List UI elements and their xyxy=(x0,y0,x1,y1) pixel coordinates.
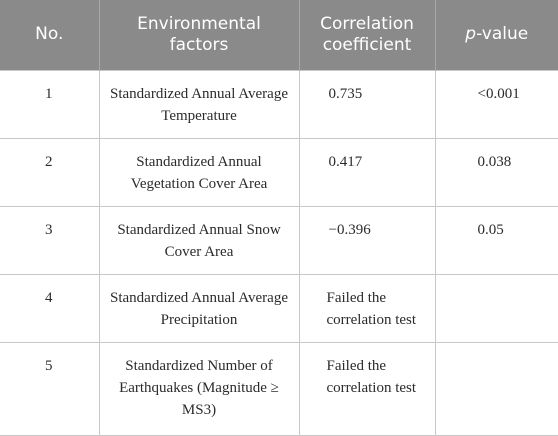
header-correlation-coefficient: Correlation coefficient xyxy=(299,0,436,70)
environmental-factor: Standardized Annual Average Temperature xyxy=(98,69,300,139)
header-environmental-factors: Environmental factors xyxy=(99,0,300,70)
row-number: 5 xyxy=(0,341,100,436)
table-row: 3 Standardized Annual Snow Cover Area −0… xyxy=(0,205,558,275)
p-value: 0.038 xyxy=(434,137,558,207)
row-number: 4 xyxy=(0,273,100,343)
table-body: 1 Standardized Annual Average Temperatur… xyxy=(0,69,558,436)
table-header: No. Environmental factors Correlation co… xyxy=(0,0,558,70)
table-row: 5 Standardized Number of Earthquakes (Ma… xyxy=(0,341,558,436)
environmental-factor: Standardized Annual Average Precipitatio… xyxy=(98,273,300,343)
table-row: 2 Standardized Annual Vegetation Cover A… xyxy=(0,137,558,207)
p-value: <0.001 xyxy=(434,69,558,139)
header-row: No. Environmental factors Correlation co… xyxy=(0,0,558,70)
header-p-value: p-value xyxy=(435,0,558,70)
environmental-factor: Standardized Annual Vegetation Cover Are… xyxy=(98,137,300,207)
correlation-coefficient: Failed the correlation test xyxy=(298,273,436,343)
correlation-coefficient: −0.396 xyxy=(298,205,436,275)
environmental-factor: Standardized Annual Snow Cover Area xyxy=(98,205,300,275)
correlation-coefficient: Failed the correlation test xyxy=(298,341,436,436)
correlation-coefficient: 0.735 xyxy=(298,69,436,139)
p-value xyxy=(434,341,558,436)
row-number: 1 xyxy=(0,69,100,139)
table-row: 4 Standardized Annual Average Precipitat… xyxy=(0,273,558,343)
table-row: 1 Standardized Annual Average Temperatur… xyxy=(0,69,558,139)
header-no: No. xyxy=(0,0,100,70)
p-value xyxy=(434,273,558,343)
header-p-value-suffix: -value xyxy=(476,24,529,45)
correlation-coefficient: 0.417 xyxy=(298,137,436,207)
row-number: 3 xyxy=(0,205,100,275)
p-value: 0.05 xyxy=(434,205,558,275)
header-p-value-italic: p xyxy=(465,24,477,45)
environmental-factor: Standardized Number of Earthquakes (Magn… xyxy=(98,341,300,436)
row-number: 2 xyxy=(0,137,100,207)
